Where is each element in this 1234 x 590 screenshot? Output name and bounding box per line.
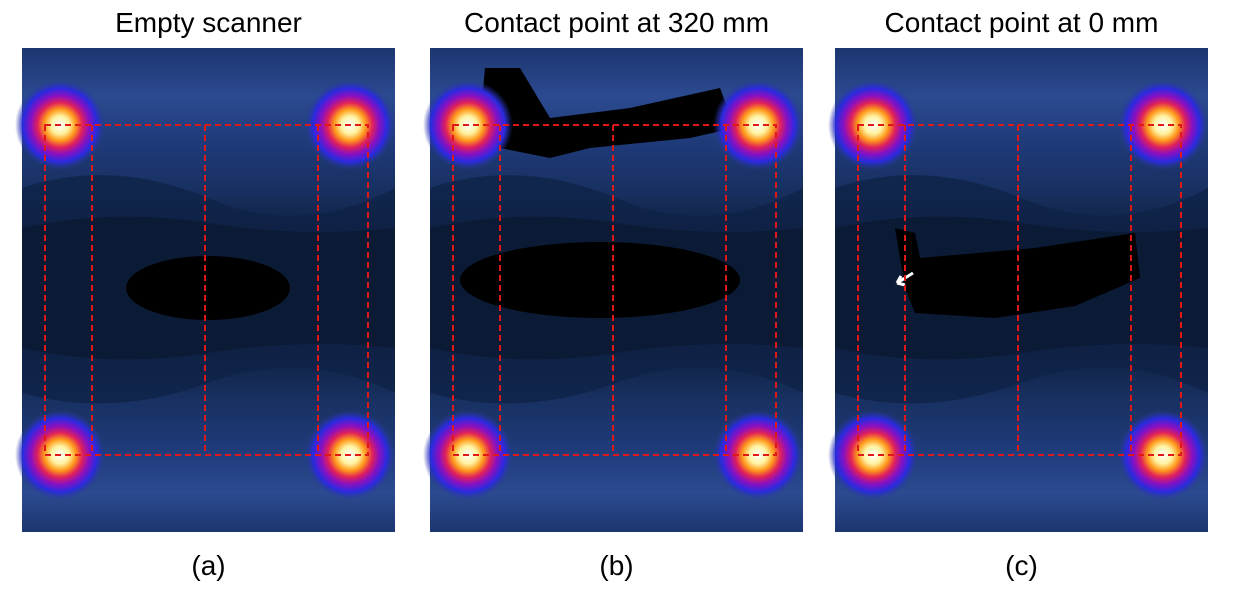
body xyxy=(480,68,735,158)
panel-caption: (c) xyxy=(1005,550,1038,581)
low-field xyxy=(126,256,290,320)
coil-outline xyxy=(857,124,1182,456)
panel xyxy=(15,48,395,532)
coil-outline xyxy=(44,124,369,456)
panel-caption: (a) xyxy=(191,550,225,581)
panel-title: Contact point at 0 mm xyxy=(885,7,1159,38)
panel-caption: (b) xyxy=(599,550,633,581)
body xyxy=(895,228,1140,318)
panel xyxy=(828,48,1208,532)
panel-title: Empty scanner xyxy=(115,7,302,38)
low-field xyxy=(460,242,740,318)
coil-outline xyxy=(452,124,777,456)
panel-title: Contact point at 320 mm xyxy=(464,7,769,38)
panel xyxy=(423,48,803,532)
